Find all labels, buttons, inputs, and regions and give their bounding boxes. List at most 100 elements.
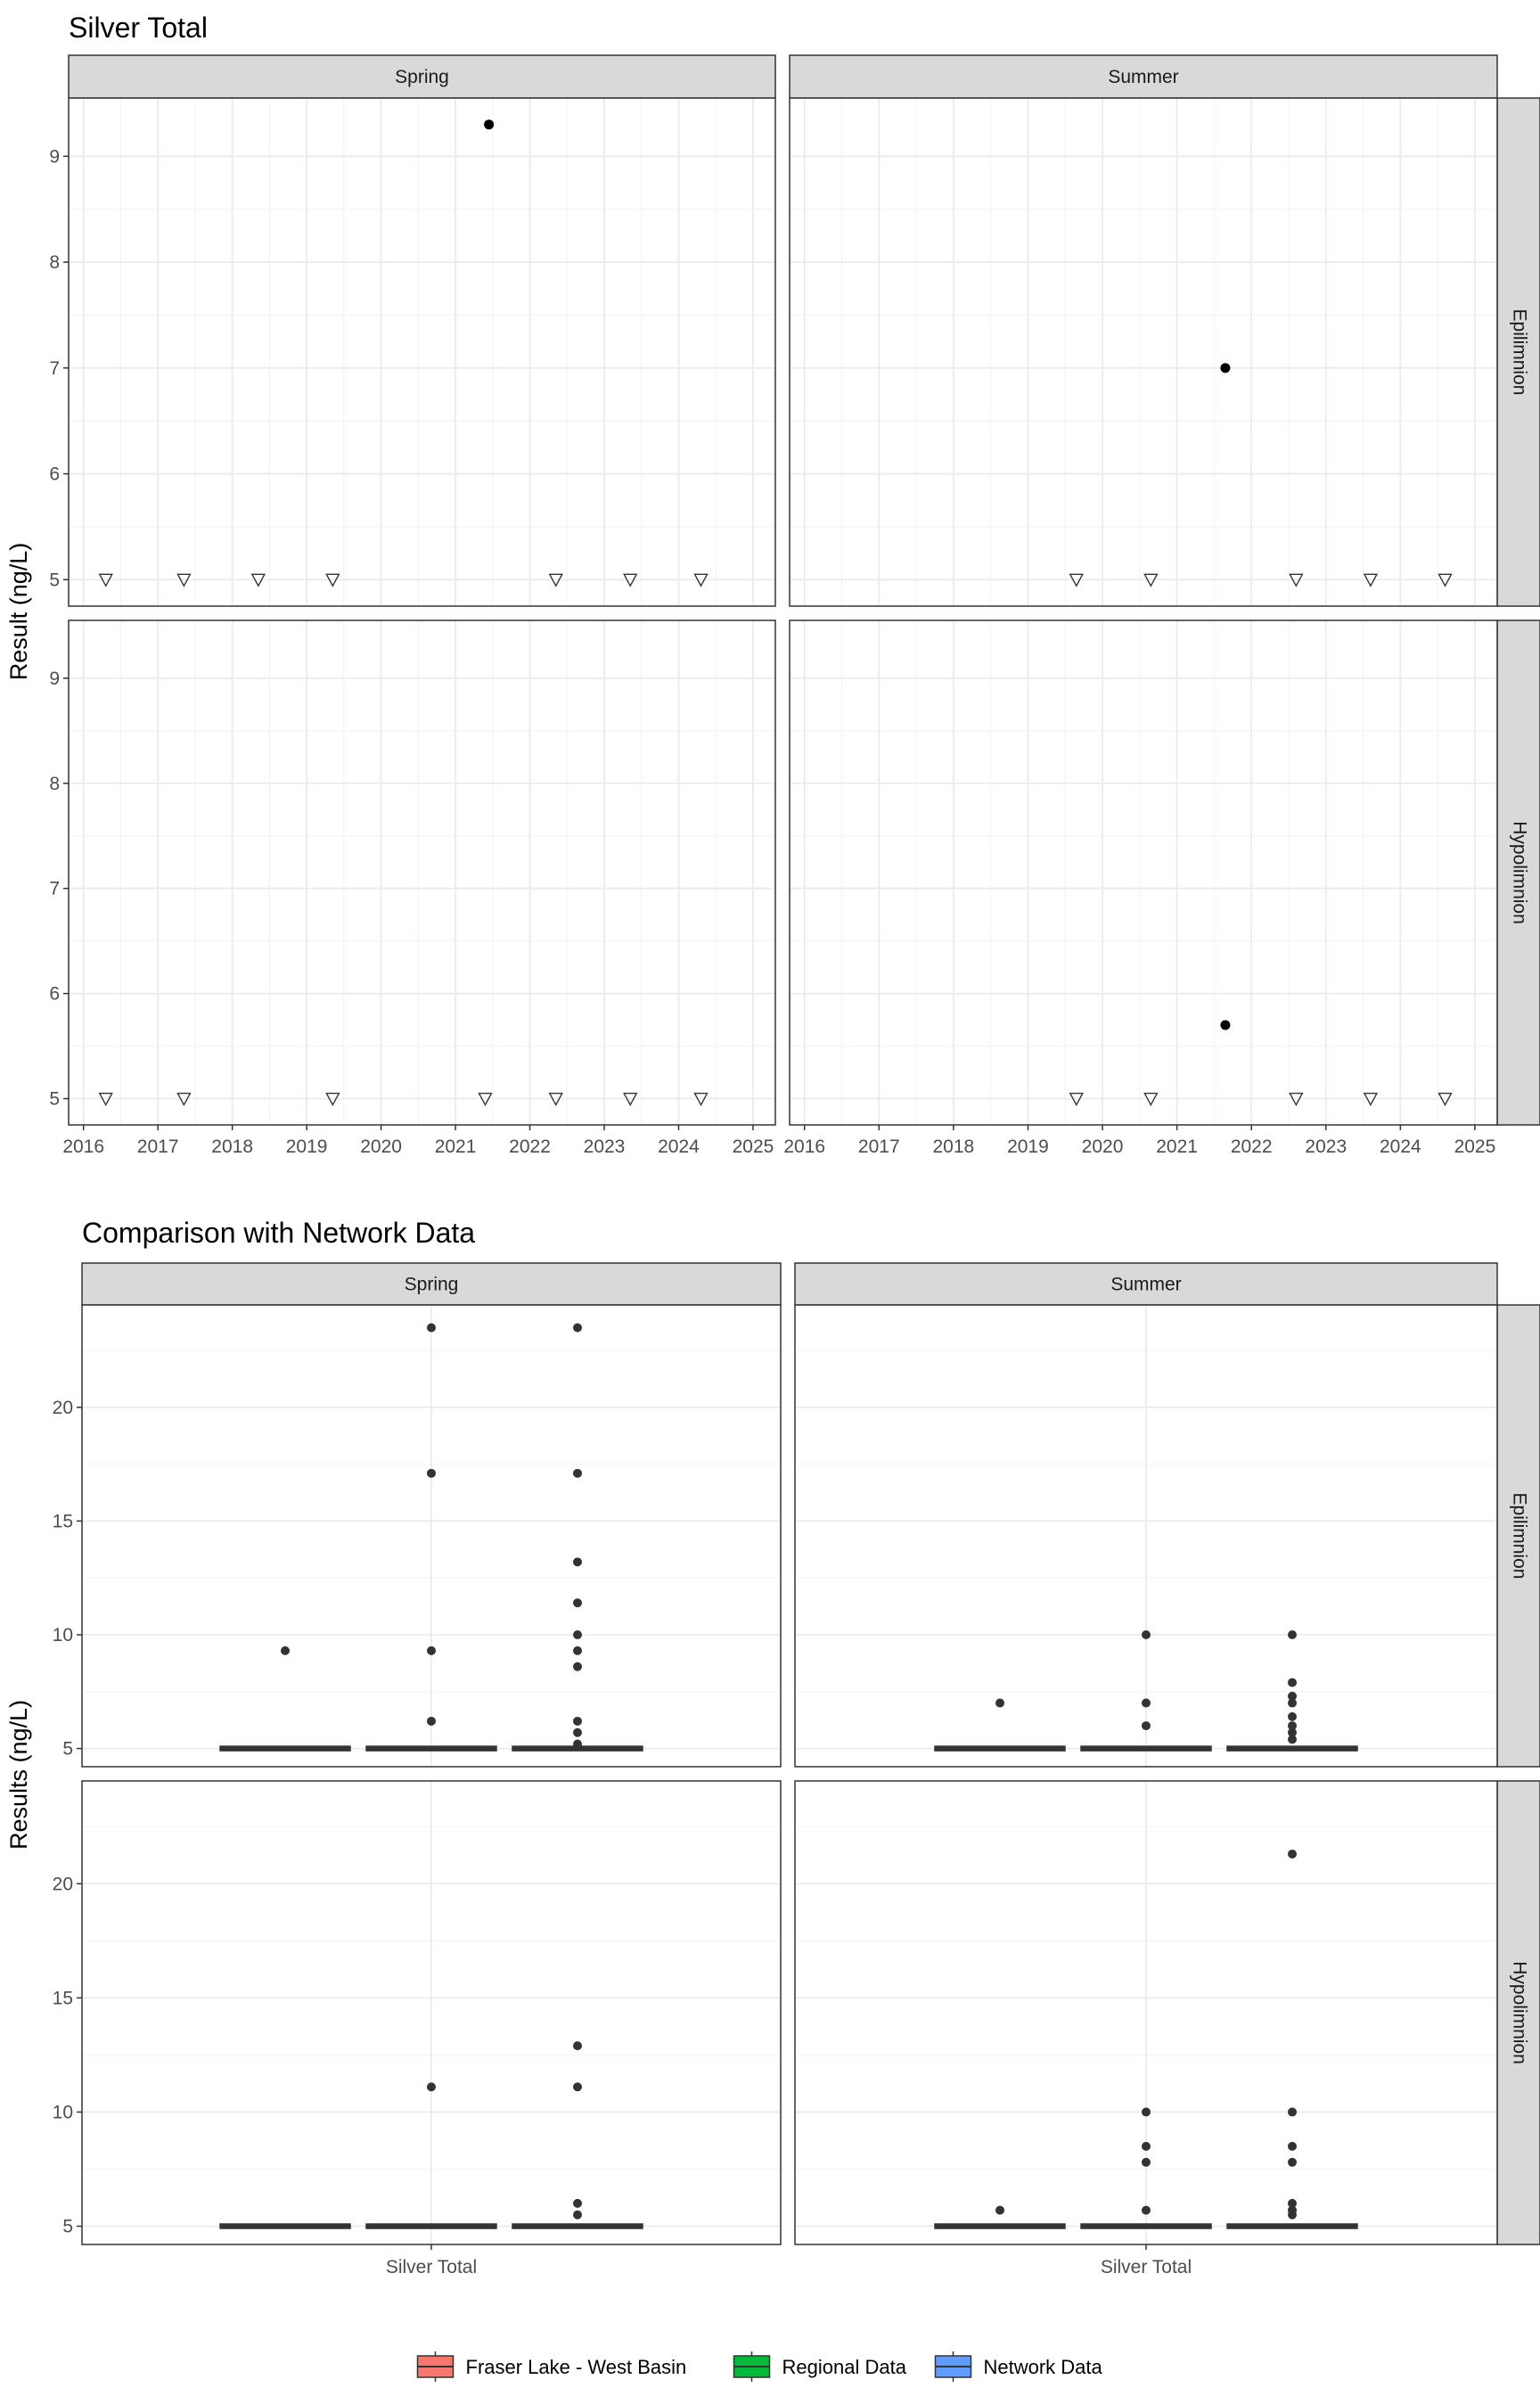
legend: Fraser Lake - West Basin Regional Data Net…: [416, 2351, 1103, 2382]
legend-label: Fraser Lake - West Basin: [466, 2356, 687, 2378]
panel-background: [790, 620, 1497, 1125]
box-regional-data: [1080, 1630, 1212, 1752]
facet-strip-label: Epilimnion: [1509, 309, 1529, 396]
panel-summer-epilimnion: [794, 1304, 1498, 1768]
outlier-point: [1288, 2107, 1297, 2117]
x-tick-label: 2021: [435, 1136, 477, 1157]
outlier-point: [1142, 2107, 1151, 2117]
outlier-point: [573, 1323, 582, 1333]
panel-spring-hypolimnion: 5 6 7 8 9 2016 2017 2018 2019 2020 2021 2022 2023 202…: [49, 620, 776, 1157]
box-network-data: [512, 2041, 643, 2229]
y-tick-label: 20: [53, 1398, 73, 1418]
outlier-point: [1142, 2157, 1151, 2167]
outlier-point: [427, 1645, 436, 1655]
below-detection-point: [548, 1092, 563, 1106]
outlier-point: [1288, 2198, 1297, 2208]
x-tick-label: 2019: [286, 1136, 328, 1157]
box-fraser-lake-west-basin: [219, 1645, 351, 1752]
outlier-point: [573, 2082, 582, 2092]
outlier-point: [427, 1716, 436, 1726]
below-detection-point: [623, 573, 638, 587]
outlier-point: [1288, 1630, 1297, 1639]
y-tick-label: 15: [53, 1511, 73, 1531]
box-regional-data: [365, 2082, 497, 2229]
below-detection-point: [325, 573, 340, 587]
detected-point: [1220, 1020, 1231, 1030]
legend-label: Network Data: [984, 2356, 1103, 2378]
facet-strip-label: Epilimnion: [1509, 1493, 1529, 1580]
outlier-point: [995, 1698, 1004, 1708]
panel-border: [794, 1304, 1498, 1768]
panel-spring-epilimnion: 5 6 7 8 9: [49, 97, 776, 607]
below-detection-point: [1289, 573, 1304, 587]
facet-strip-summer: [794, 1262, 1498, 1306]
y-tick-label: 9: [49, 669, 60, 689]
outlier-point: [1288, 1691, 1297, 1701]
y-tick-label: 9: [49, 146, 60, 167]
panel-border: [68, 97, 776, 607]
below-detection-point: [1069, 573, 1084, 587]
legend-item-network-data: Network Data: [934, 2351, 1103, 2382]
outlier-point: [1142, 1721, 1151, 1731]
chart-title: Silver Total: [69, 12, 208, 44]
x-tick-label: Silver Total: [386, 2257, 477, 2277]
y-tick-label: 7: [49, 358, 60, 379]
outlier-point: [1288, 1698, 1297, 1708]
outlier-point: [1288, 1727, 1297, 1737]
time-series-chart: Silver Total Spring Summer Epilimnion Hypoli…: [5, 12, 1540, 1157]
y-tick-label: 10: [53, 1625, 73, 1645]
below-detection-point: [176, 1092, 192, 1106]
y-tick-label: 6: [49, 464, 60, 485]
outlier-point: [995, 2205, 1004, 2215]
outlier-point: [573, 2041, 582, 2051]
outlier-point: [573, 1630, 582, 1639]
x-tick-label: 2018: [211, 1136, 253, 1157]
facet-strip-label: Spring: [395, 67, 449, 87]
outlier-point: [573, 2210, 582, 2220]
x-tick-label: 2016: [62, 1136, 104, 1157]
below-detection-point: [1143, 573, 1159, 587]
outlier-point: [1288, 2205, 1297, 2215]
below-detection-point: [325, 1092, 340, 1106]
below-detection-point: [176, 573, 192, 587]
x-tick-label: 2024: [658, 1136, 700, 1157]
legend-item-fraser-lake-west-basin: Fraser Lake - West Basin: [416, 2351, 687, 2382]
x-tick-label: 2025: [1454, 1136, 1496, 1157]
outlier-point: [573, 2198, 582, 2208]
box-network-data: [1226, 1630, 1358, 1752]
box-regional-data: [1080, 2107, 1212, 2229]
detected-point: [484, 119, 495, 130]
facet-strip-label: Summer: [1108, 67, 1178, 87]
panel-summer-hypolimnion: 2016 2017 2018 2019 2020 2021 2022 2023 2024 2025: [783, 620, 1498, 1157]
x-tick-label: 2021: [1156, 1136, 1198, 1157]
below-detection-point: [548, 573, 563, 587]
outlier-point: [1288, 1849, 1297, 1859]
outlier-point: [1288, 1711, 1297, 1721]
outlier-point: [573, 1557, 582, 1567]
y-axis-title: Result (ng/L): [5, 543, 32, 681]
outlier-point: [573, 1598, 582, 1608]
box-fraser-lake-west-basin: [934, 1698, 1066, 1752]
y-axis-title: Results (ng/L): [5, 1700, 32, 1850]
below-detection-point: [693, 573, 709, 587]
y-tick-label: 15: [53, 1988, 73, 2008]
below-detection-point: [1289, 1092, 1304, 1106]
below-detection-point: [1438, 1092, 1453, 1106]
y-tick-label: 8: [49, 774, 60, 794]
outlier-point: [573, 1716, 582, 1726]
facet-strip-label: Hypolimnion: [1509, 821, 1529, 924]
facet-strip-epilimnion: [1496, 97, 1540, 607]
facet-strip-label: Hypolimnion: [1509, 1961, 1529, 2064]
box-network-data: [1226, 1849, 1358, 2229]
below-detection-point: [98, 1092, 113, 1106]
below-detection-point: [623, 1092, 638, 1106]
outlier-point: [573, 1662, 582, 1671]
x-tick-label: 2020: [360, 1136, 402, 1157]
below-detection-point: [478, 1092, 493, 1106]
outlier-point: [427, 2082, 436, 2092]
outlier-point: [1142, 2141, 1151, 2151]
box-fraser-lake-west-basin: [934, 2205, 1066, 2229]
x-tick-label: 2022: [1231, 1136, 1273, 1157]
panel-summer-epilimnion: [789, 97, 1498, 607]
facet-strip-hypolimnion: [1496, 1780, 1540, 2245]
